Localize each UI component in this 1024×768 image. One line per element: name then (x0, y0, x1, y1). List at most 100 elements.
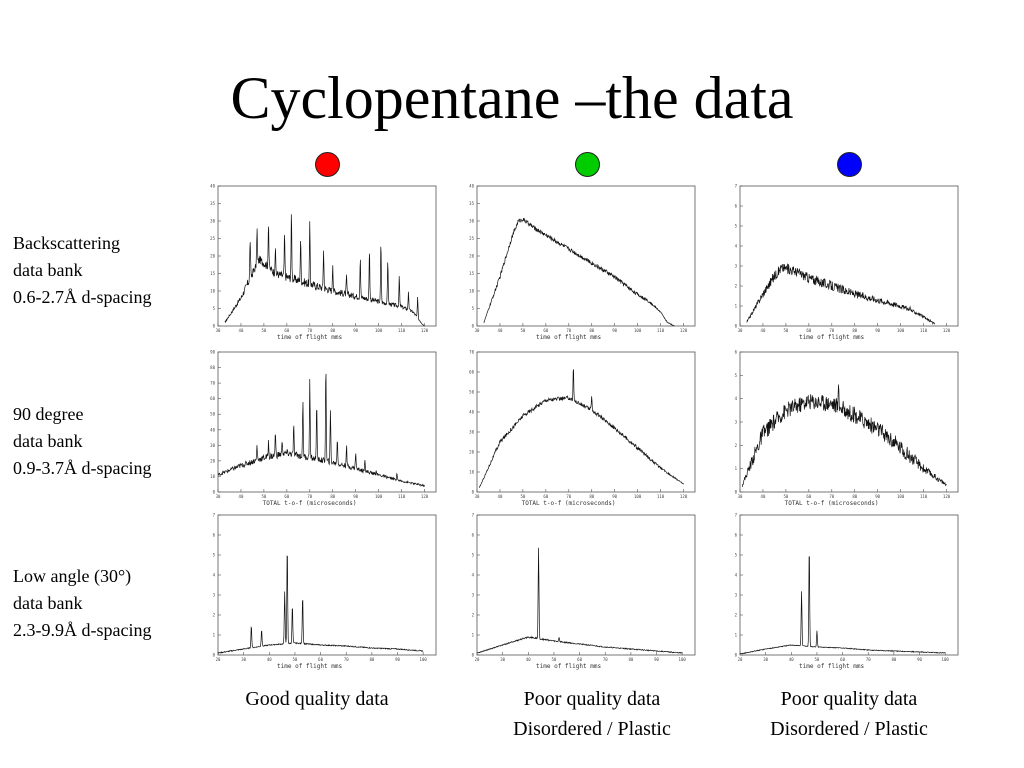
x-tick-label: 30 (475, 328, 480, 333)
x-tick-label: 40 (761, 494, 766, 499)
x-tick-label: 40 (498, 328, 503, 333)
plot-frame (739, 514, 959, 656)
y-tick-label: 70 (469, 350, 474, 355)
y-tick-label: 1 (472, 633, 475, 638)
x-tick-label: 50 (261, 328, 266, 333)
x-tick-label: 70 (307, 494, 312, 499)
x-tick-label: 60 (318, 657, 323, 662)
y-tick-label: 0 (472, 490, 475, 495)
x-tick-label: 120 (680, 494, 688, 499)
caption-poor-quality-1: Poor quality data Disordered / Plastic (472, 684, 712, 744)
x-tick-label: 110 (657, 328, 665, 333)
y-tick-label: 1 (213, 633, 216, 638)
x-tick-label: 110 (657, 494, 665, 499)
x-tick-label: 110 (920, 328, 928, 333)
x-tick-label: 110 (398, 328, 406, 333)
slide-title: Cyclopentane –the data (230, 65, 794, 131)
y-tick-label: 3 (735, 420, 738, 425)
x-tick-label: 50 (783, 328, 788, 333)
x-tick-label: 70 (307, 328, 312, 333)
y-tick-label: 20 (210, 458, 215, 463)
data-series-line (739, 556, 946, 655)
y-tick-label: 3 (735, 593, 738, 598)
y-tick-label: 0 (472, 324, 475, 329)
y-tick-label: 4 (735, 573, 738, 578)
x-tick-label: 70 (344, 657, 349, 662)
plot-r1-c2: 30 40 50 60 70 80 90 100 110 120 0 1 2 3 4 5 6 TOTAL t-o-… (735, 350, 959, 507)
x-tick-label: 70 (829, 328, 834, 333)
y-tick-label: 70 (210, 381, 215, 386)
row-label-backscattering: Backscattering data bank 0.6-2.7Å d-spac… (13, 230, 151, 311)
y-tick-label: 2 (213, 613, 216, 618)
y-tick-label: 5 (735, 373, 738, 378)
caption-line: Poor quality data (523, 688, 661, 710)
x-tick-label: 80 (852, 494, 857, 499)
y-tick-label: 20 (210, 254, 215, 259)
x-tick-label: 30 (241, 657, 246, 662)
plot-r2-c2: 20 30 40 50 60 70 80 90 100 0 1 2 3 4 5 6 7 time of fligh… (735, 513, 959, 670)
y-tick-label: 40 (210, 184, 215, 189)
x-tick-label: 100 (375, 494, 383, 499)
y-tick-label: 3 (472, 593, 475, 598)
x-tick-label: 90 (353, 494, 358, 499)
x-axis-label: time of flight mms (799, 334, 864, 341)
y-tick-label: 60 (469, 370, 474, 375)
y-tick-label: 7 (213, 513, 216, 518)
x-tick-label: 20 (475, 657, 480, 662)
plot-r0-c1: 30 40 50 60 70 80 90 100 110 120 0 5 10 15 20 25 30 35 40 t… (469, 184, 696, 341)
x-tick-label: 80 (852, 328, 857, 333)
y-tick-label: 4 (472, 573, 475, 578)
x-tick-label: 60 (806, 494, 811, 499)
x-tick-label: 50 (783, 494, 788, 499)
y-tick-label: 40 (469, 410, 474, 415)
y-tick-label: 10 (210, 474, 215, 479)
y-tick-label: 30 (210, 443, 215, 448)
y-tick-label: 6 (735, 350, 738, 355)
plot-r1-c0: 30 40 50 60 70 80 90 100 110 120 0 10 20 30 40 50 60 70 80… (210, 350, 437, 507)
data-series-line (483, 218, 675, 327)
y-tick-label: 5 (472, 306, 475, 311)
x-tick-label: 120 (943, 494, 951, 499)
plot-r2-c1: 20 30 40 50 60 70 80 90 100 0 1 2 3 4 5 6 7 time of fligh… (472, 513, 696, 670)
data-series-line (476, 547, 683, 654)
plot-r2-c0: 20 30 40 50 60 70 80 90 100 0 1 2 3 4 5 6 7 time of fligh… (213, 513, 437, 670)
y-tick-label: 40 (469, 184, 474, 189)
x-tick-label: 40 (761, 328, 766, 333)
x-tick-label: 30 (500, 657, 505, 662)
x-tick-label: 90 (612, 494, 617, 499)
y-tick-label: 6 (472, 533, 475, 538)
y-tick-label: 1 (735, 633, 738, 638)
x-tick-label: 70 (603, 657, 608, 662)
x-tick-label: 80 (589, 494, 594, 499)
plot-frame (476, 514, 696, 656)
x-tick-label: 50 (552, 657, 557, 662)
x-axis-label: time of flight mms (277, 663, 342, 670)
x-tick-label: 80 (330, 328, 335, 333)
x-tick-label: 30 (763, 657, 768, 662)
y-tick-label: 3 (735, 264, 738, 269)
y-tick-label: 90 (210, 350, 215, 355)
x-tick-label: 30 (738, 494, 743, 499)
y-tick-label: 5 (472, 553, 475, 558)
y-tick-label: 2 (735, 284, 738, 289)
plot-frame (739, 185, 959, 327)
row-label-line: 2.3-9.9Å d-spacing (13, 620, 152, 640)
y-tick-label: 6 (735, 204, 738, 209)
x-tick-label: 80 (589, 328, 594, 333)
x-axis-label: time of flight mms (277, 334, 342, 341)
y-tick-label: 10 (469, 470, 474, 475)
x-tick-label: 30 (738, 328, 743, 333)
x-tick-label: 30 (216, 328, 221, 333)
plot-r0-c2: 30 40 50 60 70 80 90 100 110 120 0 1 2 3 4 5 6 7 time of f… (735, 184, 959, 341)
x-tick-label: 60 (840, 657, 845, 662)
x-tick-label: 120 (943, 328, 951, 333)
x-tick-label: 80 (628, 657, 633, 662)
plot-frame (217, 514, 437, 656)
x-tick-label: 60 (543, 328, 548, 333)
data-series-line (224, 214, 425, 327)
x-tick-label: 70 (829, 494, 834, 499)
y-tick-label: 0 (735, 324, 738, 329)
caption-good-quality: Good quality data (197, 684, 437, 714)
y-tick-label: 7 (472, 513, 475, 518)
x-axis-label: time of flight mms (536, 663, 601, 670)
